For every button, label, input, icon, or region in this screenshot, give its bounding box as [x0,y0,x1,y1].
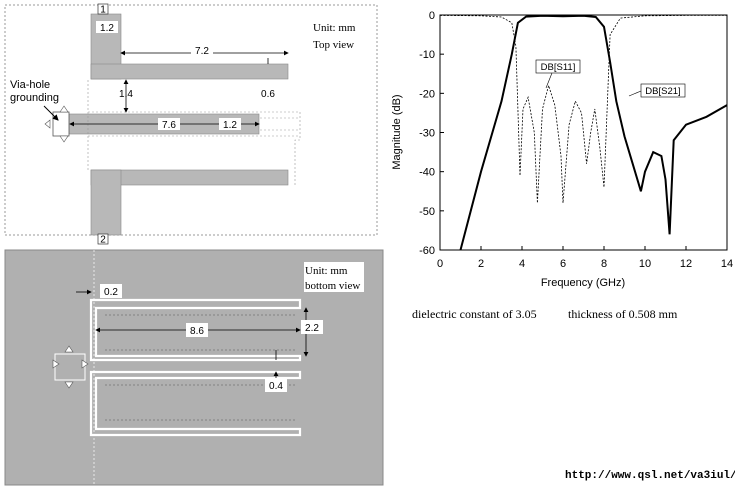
y-tick-label: -10 [419,49,435,61]
dim-a: 0.2 [104,287,118,298]
dim-gap-bottom: 0.4 [269,381,283,392]
y-tick-label: -60 [419,245,435,257]
lower-slot [89,370,302,437]
bottom-label-box [304,262,364,292]
dim-gap: 1.4 [119,89,133,100]
via-triangle-bottom-icon [52,345,89,389]
x-tick-label: 6 [560,258,566,270]
port2-box [97,233,109,245]
dim-w-mid: 1.2 [223,120,237,131]
dim-w-feed: 1.2 [100,23,114,34]
series-line-s11 [439,14,727,204]
bottom-view-label: bottom view [305,280,360,292]
x-tick-label: 10 [639,258,651,270]
port2-label: 2 [100,235,106,246]
y-axis-label: Magnitude (dB) [391,94,403,169]
dim-len-upper: 7.2 [195,46,209,57]
s11-callout-box [535,59,581,74]
y-tick-label: -20 [419,88,435,100]
x-tick-label: 4 [519,258,525,270]
port1-box [97,3,109,15]
y-tick-label: -50 [419,206,435,218]
dim-gap2: 0.6 [261,89,275,100]
y-tick-label: -40 [419,167,435,179]
dim-box-w-mid [219,118,241,130]
s21-callout-label: DB[S21] [645,86,680,97]
top-unit-label: Unit: mm [313,22,356,34]
dim-len: 8.6 [190,326,204,337]
series-lines [439,14,728,251]
s11-callout-label: DB[S11] [541,62,576,73]
dim-box-h [301,320,323,334]
thickness-text: thickness of 0.508 mm [568,307,678,321]
y-tick-label: -30 [419,128,435,140]
via-pointer [43,105,59,121]
upper-slot [89,298,302,362]
dim-box-middle-length [158,118,180,130]
x-tick-labels: 0 2 4 6 8 10 12 14 [437,246,733,270]
dim-len-mid: 7.6 [162,120,176,131]
s-parameter-chart: 0 -10 -20 -30 -40 -50 -60 0 2 4 6 8 10 12 14 Frequenc… [391,10,733,289]
s21-callout-box [640,83,686,98]
via-label-line2: grounding [10,92,59,104]
dim-box-bottom-length [186,323,208,337]
x-tick-label: 12 [680,258,692,270]
dim-box-w-feed [96,21,118,33]
dim-box-bottom-gap [265,378,287,392]
via-hole-pad [52,111,70,137]
dim-box-a [100,284,122,298]
via-label-line1: Via-hole [10,79,50,91]
bottom-view-panel: 0.2 8.6 2.2 0.4 Unit: mm bottom view [4,249,384,486]
dim-h: 2.2 [305,323,319,334]
x-tick-label: 0 [437,258,443,270]
y-tick-label: 0 [429,10,435,22]
dim-box-upper-length [191,44,213,57]
bottom-unit-label: Unit: mm [305,265,348,277]
port2-feed [90,169,122,236]
port1-label: 1 [100,5,106,16]
x-tick-label: 2 [478,258,484,270]
series-line-s21 [459,14,728,251]
x-tick-label: 14 [721,258,733,270]
x-tick-label: 8 [601,258,607,270]
source-url[interactable]: http://www.qsl.net/va3iul/ [565,470,735,482]
top-view-label: Top view [313,39,354,51]
y-tick-labels: 0 -10 -20 -30 -40 -50 -60 [419,10,444,257]
s21-callout-line [628,90,642,97]
via-triangle-icon [44,105,69,143]
top-view-panel: 1 2 1.2 7.2 1.4 0.6 7.6 1.2 Unit: mm Top… [4,3,378,246]
upper-resonator [90,63,289,80]
x-axis-label: Frequency (GHz) [541,277,625,289]
dielectric-text: dielectric constant of 3.05 [412,307,537,321]
s11-callout-line [545,72,553,89]
